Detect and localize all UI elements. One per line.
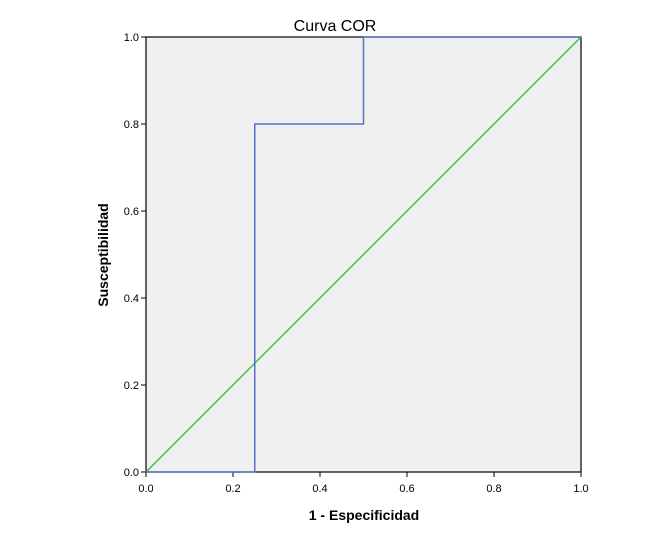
x-axis-ticks: 0.0 0.2 0.4 0.6 0.8 1.0 [138, 472, 589, 495]
x-tick-label: 1.0 [573, 483, 588, 495]
reference-line [145, 36, 582, 473]
y-tick-label: 0.6 [124, 206, 139, 218]
y-axis-title: Susceptibilidad [95, 203, 111, 306]
y-tick-label: 0.8 [124, 119, 139, 131]
x-tick-label: 0.4 [312, 483, 327, 495]
y-tick-label: 0.4 [124, 293, 139, 305]
x-tick-label: 0.2 [225, 483, 240, 495]
roc-curve-line [146, 36, 581, 473]
x-tick-label: 0.6 [399, 483, 414, 495]
y-tick-label: 0.2 [124, 380, 139, 392]
x-tick-label: 0.0 [138, 483, 153, 495]
x-axis-title: 1 - Especificidad [309, 507, 419, 523]
y-axis-ticks: 0.0 0.2 0.4 0.6 0.8 1.0 [124, 32, 146, 479]
x-tick-label: 0.8 [486, 483, 501, 495]
y-tick-label: 0.0 [124, 467, 139, 479]
y-tick-label: 1.0 [124, 32, 139, 44]
chart-title: Curva COR [294, 18, 377, 35]
